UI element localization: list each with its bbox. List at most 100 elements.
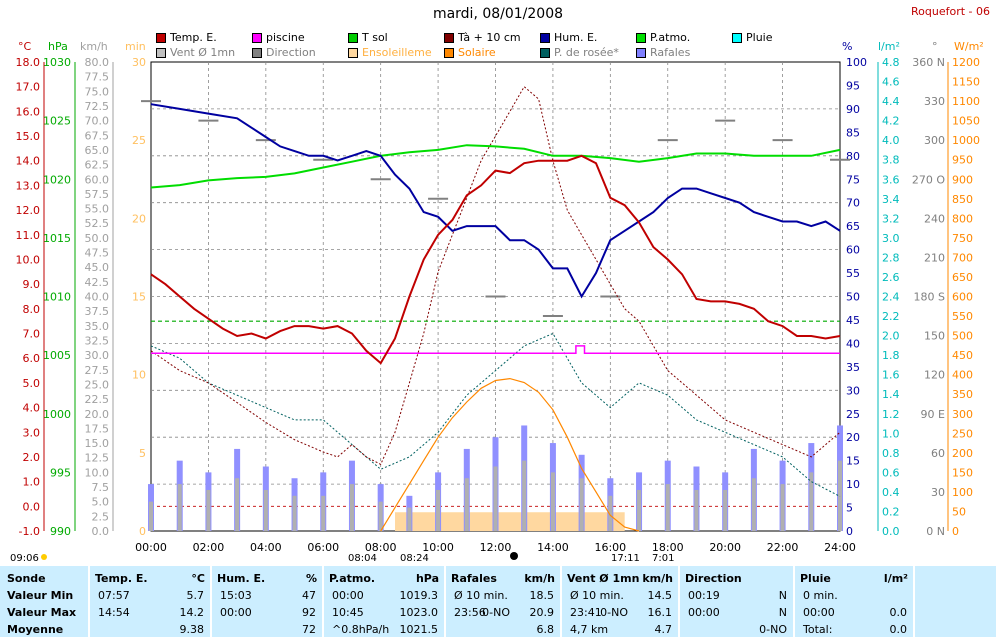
table-cell: 00:00 xyxy=(688,606,720,619)
solar-axis-tick: 950 xyxy=(952,154,973,167)
temp-axis-tick: 13.0 xyxy=(16,179,41,192)
column-header: Sonde xyxy=(7,572,46,585)
table-cell: 10:45 xyxy=(332,606,364,619)
solar-axis-tick: 250 xyxy=(952,427,973,440)
rain-axis-tick: 0.0 xyxy=(882,525,900,538)
x-tick: 22:00 xyxy=(767,541,799,554)
legend-label: Ensoleilleme xyxy=(362,46,432,59)
x-tick: 16:00 xyxy=(594,541,626,554)
table-cell: 9.38 xyxy=(179,623,205,636)
wind-axis-tick: 65.0 xyxy=(85,144,110,157)
wind-bar xyxy=(493,466,498,531)
legend-label: P.atmo. xyxy=(650,31,691,44)
temp-axis-tick: 10.0 xyxy=(16,253,41,266)
table-cell: 0.0 xyxy=(889,606,908,619)
x-tick: 24:00 xyxy=(824,541,856,554)
humidity-line xyxy=(150,103,841,299)
dir-axis-tick: 270 O xyxy=(912,173,945,186)
legend-item: Ensoleilleme xyxy=(348,46,432,59)
table-cell: N xyxy=(778,589,787,602)
hum-axis-tick: 80 xyxy=(846,150,860,163)
row-label: Valeur Min xyxy=(7,589,74,602)
legend-label: T sol xyxy=(362,31,388,44)
temp-axis-tick: 7.0 xyxy=(23,328,41,341)
legend-swatch xyxy=(636,32,646,43)
rain-axis-tick: 4.4 xyxy=(882,95,900,108)
weather-chart: -1.0 0.0 1.0 2.0 3.0 4.0 5.0 6.0 7.0 8.0 9.0 10.0 11… xyxy=(10,40,984,564)
legend-swatch xyxy=(348,32,358,43)
dir-axis-tick: 180 S xyxy=(914,291,945,304)
wind-axis-tick: 37.5 xyxy=(85,305,110,318)
wind-bar xyxy=(838,460,842,531)
table-cell: 07:57 xyxy=(98,589,130,602)
x-tick: 08:00 xyxy=(365,541,397,554)
sun-icon xyxy=(41,554,47,560)
legend-swatch xyxy=(540,32,550,43)
hum-axis-tick: 60 xyxy=(846,244,860,257)
solar-axis-tick: 650 xyxy=(952,271,973,284)
temp-axis-tick: 4.0 xyxy=(23,402,41,415)
temp-axis-tick: 0.0 xyxy=(23,500,41,513)
axis-unit: % xyxy=(842,40,852,53)
table-cell: 14.2 xyxy=(179,606,205,619)
dir-axis-tick: 240 xyxy=(924,212,945,225)
legend-item: P.atmo. xyxy=(636,31,690,44)
dir-axis-tick: 120 xyxy=(924,369,945,382)
column-header: Vent Ø 1mn xyxy=(567,572,640,585)
rain-axis-tick: 3.2 xyxy=(882,212,900,225)
column-unit: l/m² xyxy=(883,572,908,585)
legend-label: piscine xyxy=(266,31,305,44)
table-cell: 1021.5 xyxy=(399,623,439,636)
legend-item: Direction xyxy=(252,46,316,59)
legend-item: Rafales xyxy=(636,46,690,59)
pressure-line xyxy=(150,144,841,189)
wind-bar xyxy=(665,484,670,531)
rain-axis-tick: 1.4 xyxy=(882,388,900,401)
dir-axis-tick: 0 N xyxy=(926,525,945,538)
wind-axis-tick: 40.0 xyxy=(85,291,110,304)
x-tick: 06:00 xyxy=(307,541,339,554)
wind-bar xyxy=(809,472,814,531)
legend-item: Hum. E. xyxy=(540,31,597,44)
table-cell: N xyxy=(778,606,787,619)
sun-axis-tick: 25 xyxy=(132,134,146,147)
temp-axis-tick: 16.0 xyxy=(16,105,41,118)
table-cell: 0 min. xyxy=(803,589,838,602)
solar-axis-tick: 350 xyxy=(952,388,973,401)
legend-swatch xyxy=(444,32,454,43)
wind-bar xyxy=(407,507,412,531)
table-cell: 20.9 xyxy=(529,606,555,619)
dir-axis-tick: 210 xyxy=(924,251,945,264)
legend-swatch xyxy=(156,32,166,43)
rain-axis-tick: 2.4 xyxy=(882,291,900,304)
legend-swatch xyxy=(540,47,550,58)
wind-bar xyxy=(378,501,383,531)
dir-axis-tick: 150 xyxy=(924,330,945,343)
table-cell: 23:41 xyxy=(570,606,602,619)
solar-axis-tick: 450 xyxy=(952,349,973,362)
solar-axis-tick: 750 xyxy=(952,232,973,245)
wind-axis-tick: 10.0 xyxy=(85,466,110,479)
x-tick: 12:00 xyxy=(480,541,512,554)
press-axis-tick: 1005 xyxy=(43,349,71,362)
hum-axis-tick: 15 xyxy=(846,455,860,468)
legend-label: Tà + 10 cm xyxy=(458,31,521,44)
wind-axis-tick: 12.5 xyxy=(85,452,110,465)
wind-bar xyxy=(177,484,182,531)
press-axis-tick: 995 xyxy=(50,466,71,479)
x-tick: 02:00 xyxy=(193,541,225,554)
axis-unit: hPa xyxy=(48,40,68,53)
sun-axis-tick: 5 xyxy=(139,447,146,460)
press-axis-tick: 1025 xyxy=(43,115,71,128)
moonset-time: 7:01 xyxy=(652,553,674,564)
wind-axis-tick: 57.5 xyxy=(85,188,110,201)
legend-label: Temp. E. xyxy=(170,31,217,44)
hum-axis-tick: 85 xyxy=(846,126,860,139)
table-cell: 14:54 xyxy=(98,606,130,619)
wind-bar xyxy=(263,489,268,531)
wind-bar xyxy=(321,495,326,531)
chart-title: mardi, 08/01/2008 xyxy=(432,6,564,22)
table-cell: 72 xyxy=(302,623,316,636)
solar-axis-tick: 50 xyxy=(952,505,966,518)
rain-axis-tick: 4.0 xyxy=(882,134,900,147)
